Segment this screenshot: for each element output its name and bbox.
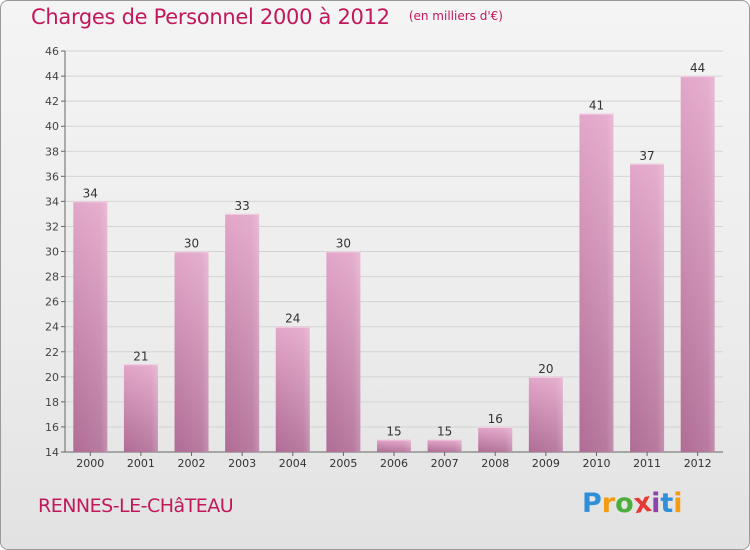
- bar-highlight: [478, 426, 513, 452]
- y-tick-label: 18: [45, 396, 59, 409]
- bar-highlight: [225, 213, 260, 452]
- bar-highlight: [630, 163, 665, 452]
- data-label: 15: [386, 424, 401, 438]
- data-label: 41: [589, 99, 604, 113]
- y-tick-label: 24: [45, 321, 59, 334]
- logo-letter: i: [673, 488, 683, 519]
- y-tick-label: 32: [45, 220, 59, 233]
- x-tick-label: 2012: [684, 457, 712, 470]
- x-tick-label: 2001: [127, 457, 155, 470]
- y-tick-label: 26: [45, 296, 59, 309]
- y-tick-label: 40: [45, 120, 59, 133]
- x-tick-label: 2003: [228, 457, 256, 470]
- y-tick-label: 28: [45, 271, 59, 284]
- x-tick-label: 2011: [633, 457, 661, 470]
- x-tick-label: 2009: [532, 457, 560, 470]
- x-tick-label: 2008: [481, 457, 509, 470]
- y-tick-label: 14: [45, 446, 59, 459]
- data-label: 44: [690, 61, 705, 75]
- logo-letter: t: [660, 488, 674, 519]
- data-label: 20: [538, 362, 553, 376]
- y-tick-label: 36: [45, 170, 59, 183]
- data-label: 30: [336, 237, 351, 251]
- logo-letter: r: [601, 488, 616, 519]
- y-tick-label: 20: [45, 371, 59, 384]
- proxiti-logo: Proxiti: [582, 486, 683, 521]
- bars: [73, 76, 715, 452]
- x-tick-label: 2006: [380, 457, 408, 470]
- y-tick-label: 42: [45, 95, 59, 108]
- x-tick-label: 2004: [279, 457, 307, 470]
- commune-name: RENNES-LE-CHâTEAU: [38, 495, 234, 517]
- bar-highlight: [427, 439, 462, 452]
- logo-letter: P: [582, 488, 602, 519]
- data-label: 37: [639, 149, 654, 163]
- bar-highlight: [73, 201, 108, 452]
- data-label: 21: [133, 349, 148, 363]
- bar-highlight: [174, 251, 209, 452]
- data-label: 30: [184, 237, 199, 251]
- logo-letter: o: [615, 488, 634, 519]
- y-tick-label: 22: [45, 346, 59, 359]
- data-label: 16: [488, 412, 503, 426]
- y-tick-label: 34: [45, 195, 59, 208]
- data-label: 34: [83, 186, 98, 200]
- x-tick-label: 2005: [329, 457, 357, 470]
- x-tick-label: 2002: [178, 457, 206, 470]
- bar-highlight: [377, 439, 411, 452]
- bar-highlight: [123, 364, 158, 452]
- y-tick-label: 16: [45, 421, 59, 434]
- y-tick-label: 30: [45, 246, 59, 259]
- data-label: 24: [285, 312, 300, 326]
- title-row: Charges de Personnel 2000 à 2012 (en mil…: [31, 5, 503, 29]
- bar-highlight: [528, 376, 563, 452]
- bar-highlight: [275, 326, 310, 452]
- bar-highlight: [680, 76, 715, 452]
- data-labels: 34 21 30 33 24 30 15 15 16 20 41 37 44: [83, 61, 706, 438]
- chart-title: Charges de Personnel 2000 à 2012: [31, 5, 390, 29]
- logo-letter: i: [651, 488, 661, 519]
- bar-highlight: [579, 113, 614, 452]
- grid-lines: [65, 50, 723, 453]
- x-tick-label: 2010: [582, 457, 610, 470]
- y-tick-label: 44: [45, 70, 59, 83]
- data-label: 15: [437, 424, 452, 438]
- logo-letter: x: [631, 486, 654, 521]
- x-tick-label: 2000: [76, 457, 104, 470]
- y-tick-label: 38: [45, 145, 59, 158]
- y-tick-label: 46: [45, 45, 59, 58]
- bar-highlight: [326, 251, 361, 452]
- x-tick-label: 2007: [431, 457, 459, 470]
- data-label: 33: [235, 199, 250, 213]
- chart-subtitle: (en milliers d'€): [408, 9, 503, 23]
